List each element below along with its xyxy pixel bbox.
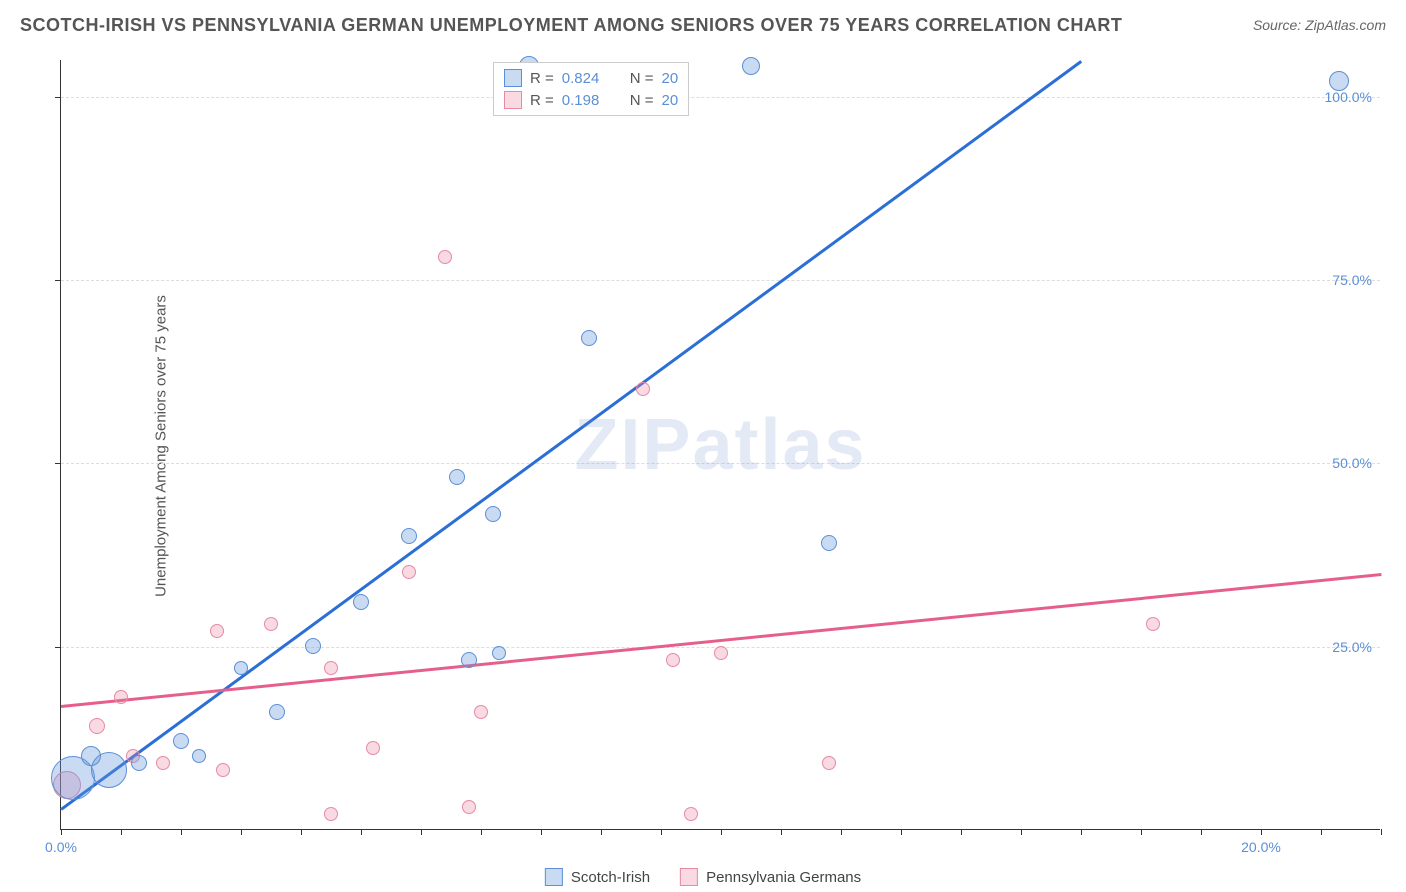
y-tick xyxy=(55,280,61,281)
x-tick xyxy=(1201,829,1202,835)
x-tick xyxy=(901,829,902,835)
data-point xyxy=(81,746,101,766)
swatch-icon xyxy=(504,69,522,87)
legend-label: Scotch-Irish xyxy=(571,869,650,886)
data-point xyxy=(684,807,698,821)
x-tick xyxy=(121,829,122,835)
stats-box: R = 0.824 N = 20 R = 0.198 N = 20 xyxy=(493,62,689,116)
y-tick xyxy=(55,463,61,464)
stats-row: R = 0.198 N = 20 xyxy=(504,91,678,109)
data-point xyxy=(353,594,369,610)
legend-label: Pennsylvania Germans xyxy=(706,869,861,886)
data-point xyxy=(366,741,380,755)
data-point xyxy=(1329,71,1349,91)
x-tick xyxy=(1081,829,1082,835)
stat-r-value: 0.198 xyxy=(562,92,612,109)
data-point xyxy=(324,807,338,821)
x-tick xyxy=(1141,829,1142,835)
data-point xyxy=(234,661,248,675)
gridline xyxy=(61,280,1380,281)
watermark-text: ZIPatlas xyxy=(574,404,866,486)
stats-row: R = 0.824 N = 20 xyxy=(504,69,678,87)
x-tick xyxy=(481,829,482,835)
x-tick xyxy=(961,829,962,835)
y-tick-label: 75.0% xyxy=(1332,272,1372,288)
data-point xyxy=(636,382,650,396)
swatch-icon xyxy=(504,91,522,109)
chart-plot-area: ZIPatlas 25.0%50.0%75.0%100.0%0.0%20.0%R… xyxy=(60,60,1380,830)
data-point xyxy=(581,330,597,346)
x-tick xyxy=(301,829,302,835)
x-tick-label: 0.0% xyxy=(45,839,77,855)
legend-item-penn-german: Pennsylvania Germans xyxy=(680,868,861,886)
x-tick xyxy=(1261,829,1262,835)
swatch-icon xyxy=(680,868,698,886)
x-tick xyxy=(181,829,182,835)
x-tick xyxy=(541,829,542,835)
x-tick xyxy=(721,829,722,835)
y-tick-label: 25.0% xyxy=(1332,639,1372,655)
data-point xyxy=(401,528,417,544)
x-tick xyxy=(421,829,422,835)
chart-title: SCOTCH-IRISH VS PENNSYLVANIA GERMAN UNEM… xyxy=(20,15,1122,36)
x-tick xyxy=(841,829,842,835)
data-point xyxy=(1146,617,1160,631)
chart-source: Source: ZipAtlas.com xyxy=(1253,17,1386,33)
x-tick-label: 20.0% xyxy=(1241,839,1281,855)
data-point xyxy=(714,646,728,660)
swatch-icon xyxy=(545,868,563,886)
data-point xyxy=(492,646,506,660)
y-tick xyxy=(55,647,61,648)
data-point xyxy=(131,755,147,771)
gridline xyxy=(61,97,1380,98)
chart-legend: Scotch-Irish Pennsylvania Germans xyxy=(545,868,861,886)
x-tick xyxy=(241,829,242,835)
data-point xyxy=(449,469,465,485)
data-point xyxy=(822,756,836,770)
data-point xyxy=(269,704,285,720)
data-point xyxy=(666,653,680,667)
legend-item-scotch-irish: Scotch-Irish xyxy=(545,868,650,886)
data-point xyxy=(264,617,278,631)
y-tick-label: 100.0% xyxy=(1325,89,1372,105)
data-point xyxy=(173,733,189,749)
data-point xyxy=(474,705,488,719)
data-point xyxy=(821,535,837,551)
data-point xyxy=(156,756,170,770)
data-point xyxy=(216,763,230,777)
data-point xyxy=(210,624,224,638)
data-point xyxy=(89,718,105,734)
data-point xyxy=(324,661,338,675)
trend-line xyxy=(61,573,1381,707)
data-point xyxy=(462,800,476,814)
stat-r-label: R = xyxy=(530,92,554,109)
stat-r-label: R = xyxy=(530,70,554,87)
stat-n-value: 20 xyxy=(662,92,679,109)
gridline xyxy=(61,463,1380,464)
x-tick xyxy=(61,829,62,835)
x-tick xyxy=(1321,829,1322,835)
x-tick xyxy=(1021,829,1022,835)
data-point xyxy=(461,652,477,668)
x-tick xyxy=(661,829,662,835)
x-tick xyxy=(781,829,782,835)
data-point xyxy=(192,749,206,763)
y-tick xyxy=(55,97,61,98)
data-point xyxy=(114,690,128,704)
x-tick xyxy=(1381,829,1382,835)
x-tick xyxy=(361,829,362,835)
stat-n-value: 20 xyxy=(662,70,679,87)
data-point xyxy=(485,506,501,522)
data-point xyxy=(305,638,321,654)
data-point xyxy=(742,57,760,75)
data-point xyxy=(438,250,452,264)
y-tick-label: 50.0% xyxy=(1332,455,1372,471)
stat-n-label: N = xyxy=(630,70,654,87)
stat-r-value: 0.824 xyxy=(562,70,612,87)
trend-line xyxy=(60,60,1081,810)
data-point xyxy=(402,565,416,579)
stat-n-label: N = xyxy=(630,92,654,109)
x-tick xyxy=(601,829,602,835)
